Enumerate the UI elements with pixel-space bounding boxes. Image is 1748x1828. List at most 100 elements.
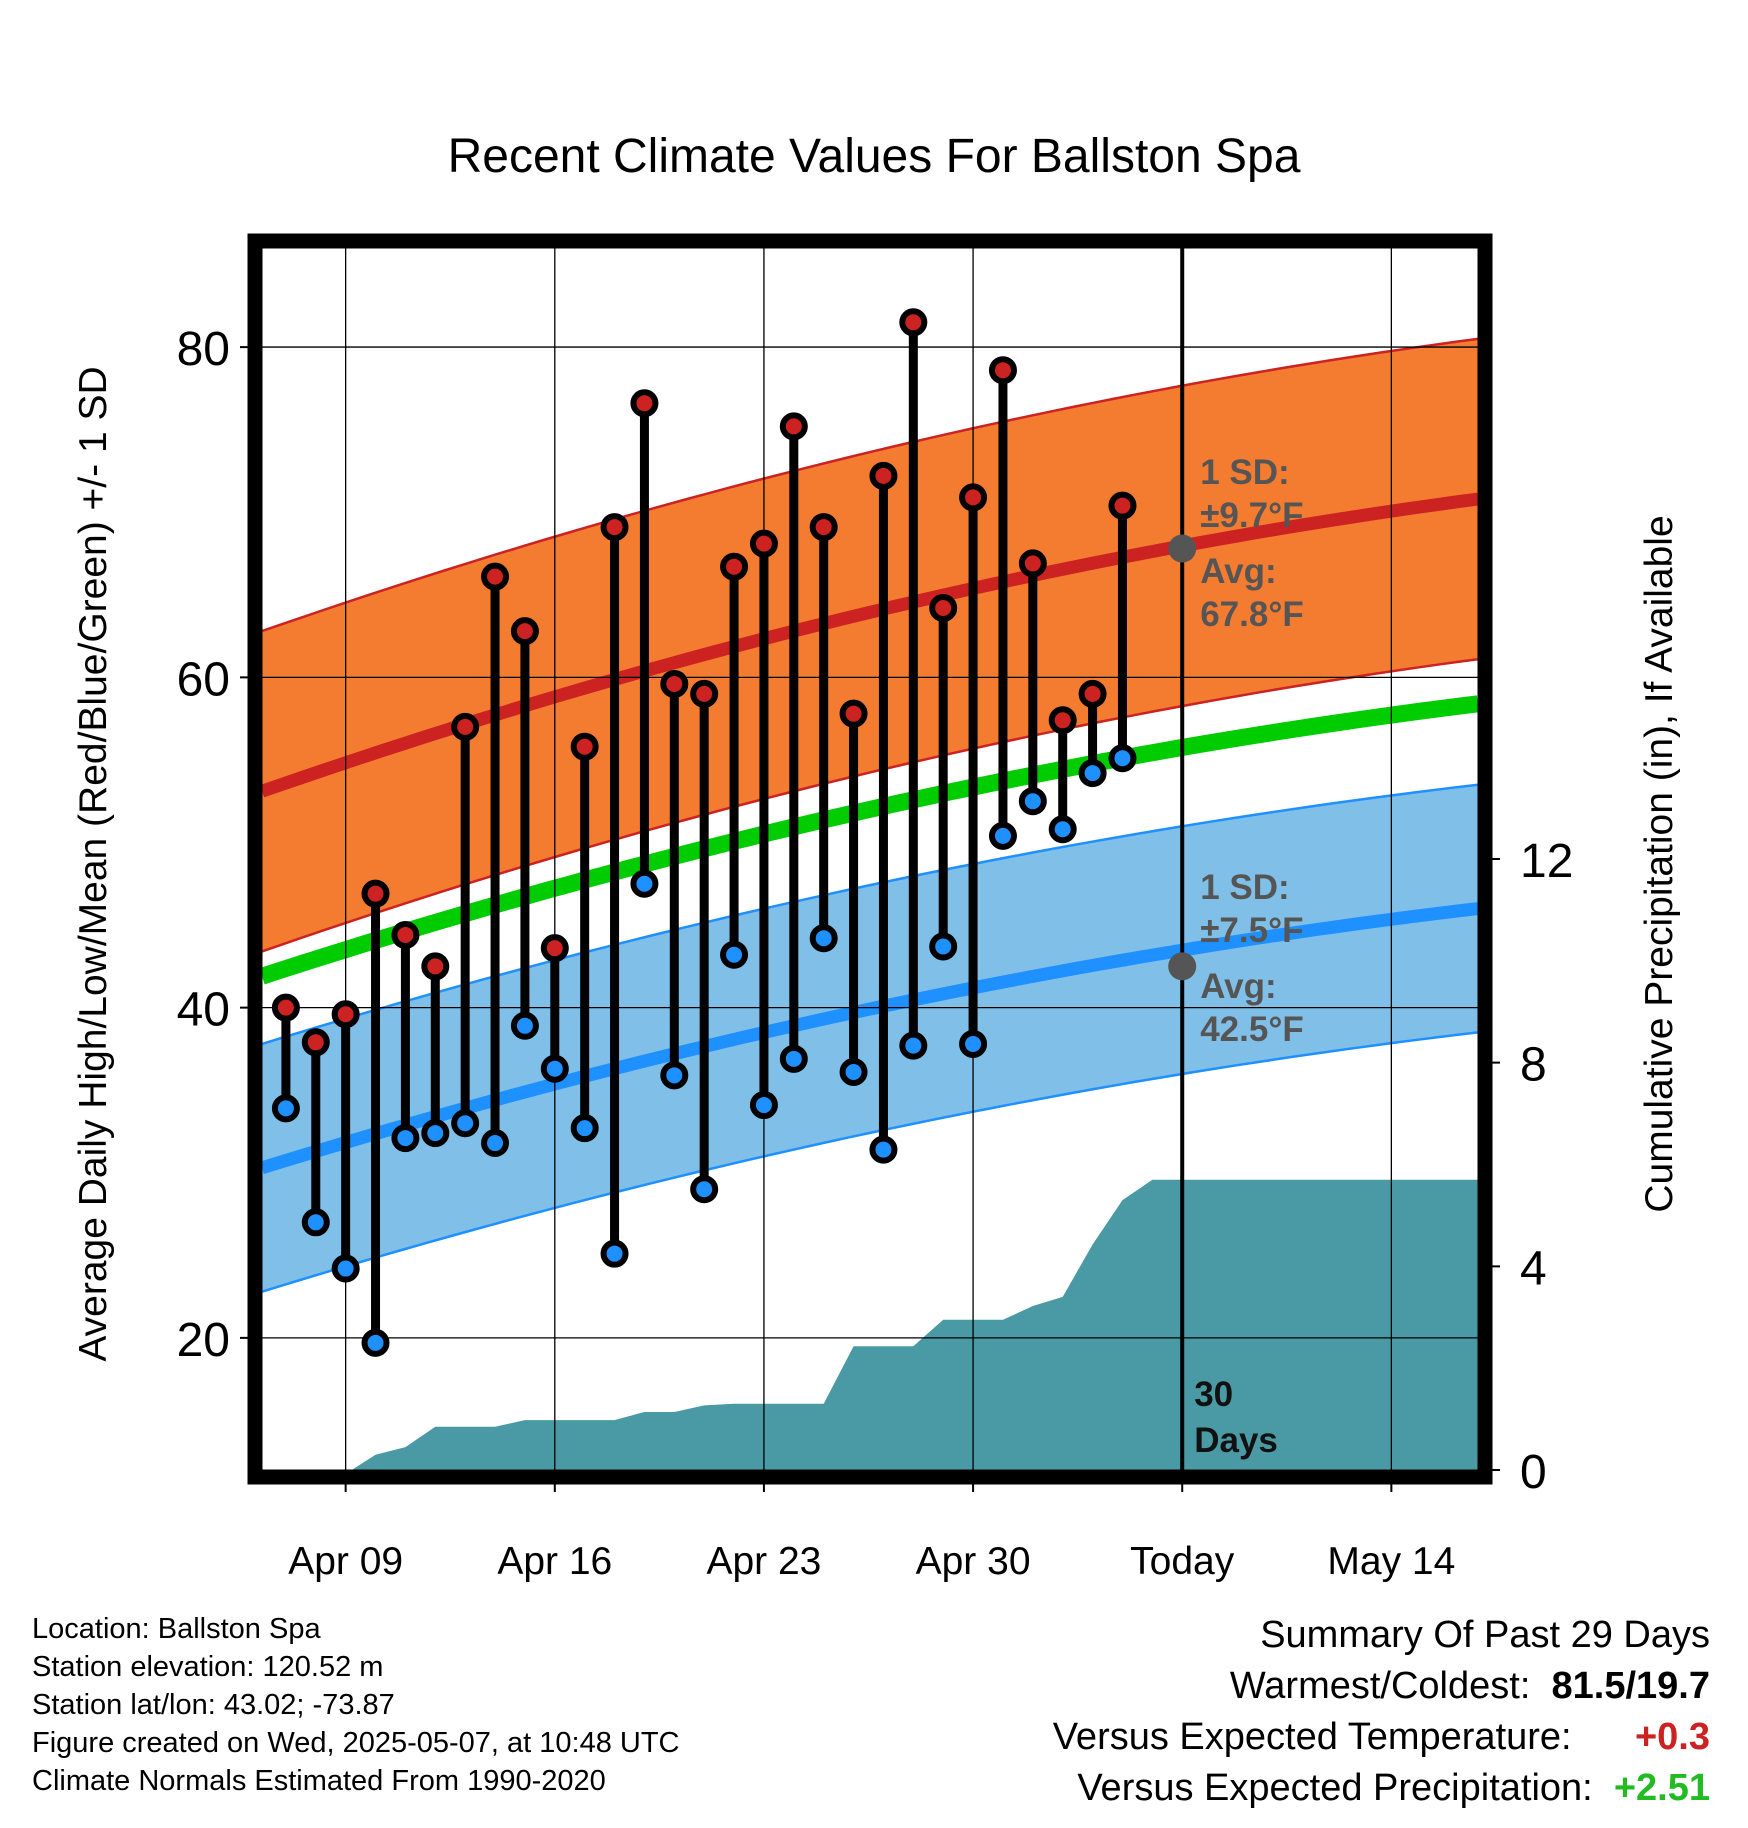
high-point — [510, 617, 539, 646]
warm-cold-value: 81.5/19.7 — [1551, 1665, 1710, 1707]
y2-axis-label: Cumulative Precipitation (in), If Availa… — [1638, 515, 1681, 1212]
high-point — [630, 389, 659, 418]
low-sd-value: ±7.5°F — [1200, 911, 1303, 950]
summary-warm-cold: Warmest/Coldest: 81.5/19.7 — [1053, 1661, 1710, 1712]
high-point — [809, 513, 838, 542]
x-tick-label: Apr 23 — [706, 1540, 821, 1583]
high-point — [391, 920, 420, 949]
plot-area — [262, 248, 1478, 1470]
high-point — [690, 679, 719, 708]
y2-tick-label: 0 — [1520, 1446, 1547, 1499]
high-point — [959, 483, 988, 512]
x-tick-label: Apr 30 — [916, 1540, 1031, 1583]
high-point — [570, 732, 599, 761]
y-tick-label: 80 — [177, 323, 230, 376]
low-point — [361, 1328, 390, 1357]
high-point — [1078, 679, 1107, 708]
days-label-number: 30 — [1194, 1375, 1233, 1414]
low-point — [809, 924, 838, 953]
high-point — [600, 513, 629, 542]
y2-tick-label: 12 — [1520, 835, 1573, 888]
high-point — [1018, 549, 1047, 578]
low-point — [1048, 815, 1077, 844]
high-point — [839, 699, 868, 728]
chart-title: Recent Climate Values For Ballston Spa — [448, 130, 1301, 183]
temp-label: Versus Expected Temperature: — [1052, 1716, 1572, 1758]
x-tick-label: Today — [1130, 1540, 1235, 1583]
high-point — [301, 1028, 330, 1057]
high-point — [481, 562, 510, 591]
low-point — [481, 1129, 510, 1158]
low-point — [570, 1114, 599, 1143]
y2-tick-label: 4 — [1520, 1242, 1547, 1295]
low-point — [779, 1044, 808, 1073]
climate-chart: 1 SD: ±9.7°F Avg: 67.8°F 1 SD: ±7.5°F Avg: 42.5… — [72, 130, 1681, 1583]
low-point — [749, 1091, 778, 1120]
low-point — [600, 1239, 629, 1268]
y-axis-label: Average Daily High/Low/Mean (Red/Blue/Gr… — [72, 366, 115, 1361]
high-sd-upper-line — [262, 337, 1478, 633]
precip-value: +2.51 — [1613, 1767, 1710, 1809]
high-sd-label: 1 SD: — [1200, 453, 1289, 492]
summary-title: Summary Of Past 29 Days — [1260, 1614, 1710, 1656]
low-avg-label: Avg: — [1200, 967, 1276, 1006]
low-point — [720, 940, 749, 969]
low-point — [839, 1058, 868, 1087]
warm-cold-label: Warmest/Coldest: — [1229, 1665, 1531, 1707]
high-point — [869, 461, 898, 490]
high-point — [749, 529, 778, 558]
high-point — [720, 552, 749, 581]
low-point — [331, 1254, 360, 1283]
low-sd-label: 1 SD: — [1200, 868, 1289, 907]
temp-value: +0.3 — [1634, 1716, 1710, 1758]
low-point — [630, 869, 659, 898]
low-point — [510, 1011, 539, 1040]
low-point — [301, 1208, 330, 1237]
y-tick-label: 60 — [177, 653, 230, 706]
y-tick-label: 20 — [177, 1314, 230, 1367]
low-point — [988, 821, 1017, 850]
low-sd-band — [262, 784, 1478, 1292]
created-text: Figure created on Wed, 2025-05-07, at 10… — [32, 1727, 680, 1759]
high-point — [540, 934, 569, 963]
precip-label: Versus Expected Precipitation: — [1077, 1767, 1593, 1809]
high-point — [421, 952, 450, 981]
x-tick-label: Apr 16 — [497, 1540, 612, 1583]
high-point — [660, 669, 689, 698]
low-point — [271, 1094, 300, 1123]
y2-tick-label: 8 — [1520, 1039, 1547, 1092]
high-point — [779, 412, 808, 441]
x-tick-label: Apr 09 — [288, 1540, 403, 1583]
low-point — [1078, 759, 1107, 788]
low-point — [959, 1029, 988, 1058]
elevation-text: Station elevation: 120.52 m — [32, 1651, 384, 1683]
summary-panel: Summary Of Past 29 Days Warmest/Coldest:… — [1053, 1610, 1710, 1814]
high-point — [1108, 491, 1137, 520]
low-point — [451, 1109, 480, 1138]
low-point — [1018, 787, 1047, 816]
location-text: Location: Ballston Spa — [32, 1613, 321, 1645]
summary-precip: Versus Expected Precipitation: +2.51 — [1053, 1763, 1710, 1814]
today-avg-high-marker — [1168, 534, 1197, 563]
high-point — [1048, 706, 1077, 735]
latlon-text: Station lat/lon: 43.02; -73.87 — [32, 1689, 395, 1721]
low-point — [540, 1054, 569, 1083]
low-avg-value: 42.5°F — [1200, 1010, 1304, 1049]
high-point — [331, 1000, 360, 1029]
normals-text: Climate Normals Estimated From 1990-2020 — [32, 1765, 606, 1797]
low-point — [899, 1031, 928, 1060]
high-point — [988, 356, 1017, 385]
high-avg-label: Avg: — [1200, 552, 1276, 591]
high-point — [361, 879, 390, 908]
high-point — [899, 308, 928, 337]
today-avg-low-marker — [1168, 952, 1197, 981]
high-point — [929, 593, 958, 622]
low-point — [1108, 744, 1137, 773]
precip-area — [262, 1179, 1478, 1470]
high-avg-value: 67.8°F — [1200, 595, 1304, 634]
y-tick-label: 40 — [177, 984, 230, 1037]
high-point — [271, 993, 300, 1022]
high-point — [451, 712, 480, 741]
summary-temp: Versus Expected Temperature: +0.3 — [1053, 1712, 1710, 1763]
low-point — [869, 1135, 898, 1164]
